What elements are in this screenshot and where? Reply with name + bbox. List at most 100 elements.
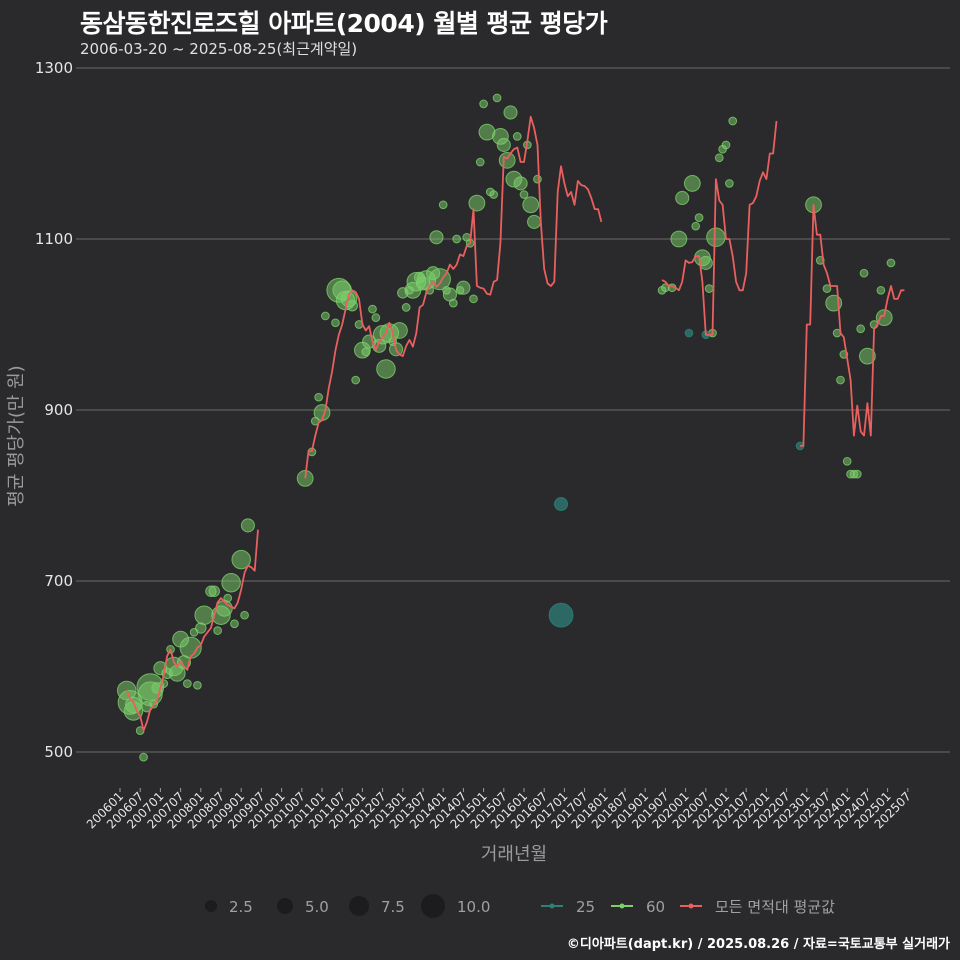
y-tick-label: 900 xyxy=(44,401,73,419)
chart-title: 동삼동한진로즈힐 아파트(2004) 월별 평균 평당가 xyxy=(80,9,608,38)
bubble-60 xyxy=(208,585,220,597)
bubble-60 xyxy=(859,268,869,278)
bubble-60 xyxy=(492,93,502,103)
bubble-60 xyxy=(670,230,688,248)
legend-size-label: 2.5 xyxy=(229,898,253,916)
legend-size-label: 5.0 xyxy=(305,898,329,916)
bubble-60 xyxy=(496,137,511,152)
bubble-60 xyxy=(139,752,148,762)
bubble-60 xyxy=(706,227,726,248)
y-tick-label: 1100 xyxy=(35,230,73,248)
bubble-25 xyxy=(553,497,569,512)
bubble-60 xyxy=(498,151,516,169)
footer-credit: ©디아파트(dapt.kr) / 2025.08.26 / 자료=국토교통부 실… xyxy=(566,937,950,952)
bubble-60 xyxy=(503,105,518,120)
bubble-60 xyxy=(533,174,542,184)
bubble-60 xyxy=(475,157,485,167)
y-tick-label: 700 xyxy=(44,572,73,590)
legend-size-label: 10.0 xyxy=(457,898,490,916)
bubble-60 xyxy=(704,284,714,293)
legend-size-label: 7.5 xyxy=(381,898,405,916)
bubble-60 xyxy=(725,179,734,188)
bubble-60 xyxy=(448,298,458,308)
bubble-60 xyxy=(314,392,323,402)
y-tick-label: 1300 xyxy=(35,59,73,77)
bubble-60 xyxy=(351,375,361,385)
bubble-60 xyxy=(513,176,528,191)
legend-size-swatch xyxy=(421,894,445,918)
bubble-60 xyxy=(125,696,142,714)
bubble-60 xyxy=(875,309,893,327)
bubble-60 xyxy=(321,311,330,321)
legend-size-swatch xyxy=(277,898,293,914)
bubble-60 xyxy=(856,324,866,334)
bubble-60 xyxy=(182,679,192,688)
legend: 2.5 5.0 7.5 10.0 25 60 모든 면적대 평균값 xyxy=(205,894,835,918)
bubble-60 xyxy=(675,190,690,206)
average-price-line xyxy=(800,203,905,447)
bubble-60 xyxy=(221,572,241,593)
bubble-60 xyxy=(479,99,488,109)
bubble-60 xyxy=(231,549,251,570)
bubble-60 xyxy=(193,680,202,690)
bubble-60 xyxy=(438,200,448,210)
bubble-60 xyxy=(456,280,471,295)
x-axis-ticks: 2006012006072007012007072008012008072009… xyxy=(84,788,914,832)
bubble-60 xyxy=(886,258,896,268)
bubble-60 xyxy=(489,190,499,199)
average-price-line xyxy=(661,120,778,336)
y-tick-label: 500 xyxy=(44,743,73,761)
bubble-60 xyxy=(376,359,396,379)
bubble-60 xyxy=(240,518,255,533)
bubble-60 xyxy=(842,456,852,466)
bubble-25 xyxy=(548,602,574,628)
bubble-60 xyxy=(512,132,522,141)
legend-size-swatch xyxy=(349,896,369,916)
bubble-60 xyxy=(522,196,540,214)
bubble-60 xyxy=(728,116,738,126)
bubble-60 xyxy=(223,593,233,603)
bubble-60 xyxy=(876,285,886,295)
bubble-60 xyxy=(859,347,876,365)
bubble-60 xyxy=(691,221,701,231)
bubble-60 xyxy=(452,234,462,244)
average-price-line xyxy=(125,529,259,732)
legend-color-label: 모든 면적대 평균값 xyxy=(715,898,835,916)
bubble-60 xyxy=(683,175,701,192)
bubble-60 xyxy=(852,469,862,479)
bubble-60 xyxy=(836,375,845,385)
bubble-60 xyxy=(346,299,358,312)
average-price-line xyxy=(304,115,603,479)
bubble-60 xyxy=(468,194,486,212)
bubble-60 xyxy=(714,153,724,163)
bubble-60 xyxy=(213,626,222,635)
bubble-60 xyxy=(240,610,249,620)
bubble-60 xyxy=(469,294,478,304)
grid-lines xyxy=(80,67,950,753)
chart-subtitle: 2006-03-20 ~ 2025-08-25(최근계약일) xyxy=(80,40,358,58)
bubble-25 xyxy=(684,328,694,338)
bubble-60 xyxy=(429,230,444,245)
bubble-60 xyxy=(527,214,542,229)
bubble-60 xyxy=(331,318,340,328)
bubble-60 xyxy=(519,190,529,199)
bubble-60 xyxy=(368,304,377,314)
y-axis-ticks: 500 700 900 1100 1300 xyxy=(35,59,80,761)
bubble-60 xyxy=(230,619,239,629)
bubble-60 xyxy=(215,599,233,617)
bubble-60 xyxy=(371,313,381,323)
legend-size-swatch xyxy=(205,900,217,912)
bubble-60 xyxy=(694,213,704,222)
y-axis-title: 평균 평당가(만 원) xyxy=(6,365,27,506)
bubble-60 xyxy=(721,140,731,150)
legend-color-label: 25 xyxy=(576,898,595,916)
legend-color-label: 60 xyxy=(646,898,665,916)
x-axis-title: 거래년월 xyxy=(481,844,547,865)
bubble-layer xyxy=(116,93,896,762)
average-line-layer xyxy=(125,115,905,732)
bubble-60 xyxy=(401,303,411,312)
bubble-60 xyxy=(361,347,371,357)
bubble-60 xyxy=(822,284,832,293)
bubble-60 xyxy=(194,605,214,625)
